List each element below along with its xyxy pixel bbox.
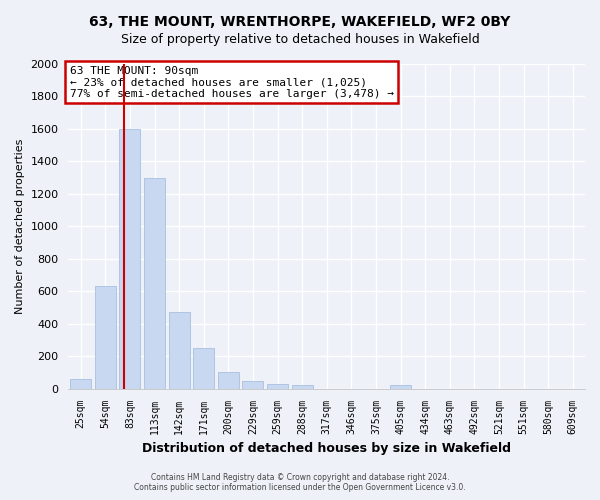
Bar [390,386,411,388]
X-axis label: Distribution of detached houses by size in Wakefield: Distribution of detached houses by size … [142,442,511,455]
Bar [95,286,116,388]
Bar [119,129,140,388]
Bar [242,380,263,388]
Text: 63, THE MOUNT, WRENTHORPE, WAKEFIELD, WF2 0BY: 63, THE MOUNT, WRENTHORPE, WAKEFIELD, WF… [89,15,511,29]
Y-axis label: Number of detached properties: Number of detached properties [15,138,25,314]
Bar [218,372,239,388]
Bar [144,178,165,388]
Text: 63 THE MOUNT: 90sqm
← 23% of detached houses are smaller (1,025)
77% of semi-det: 63 THE MOUNT: 90sqm ← 23% of detached ho… [70,66,394,99]
Bar [267,384,288,388]
Bar [193,348,214,389]
Bar [169,312,190,388]
Bar [292,386,313,388]
Bar [70,379,91,388]
Text: Contains HM Land Registry data © Crown copyright and database right 2024.
Contai: Contains HM Land Registry data © Crown c… [134,473,466,492]
Text: Size of property relative to detached houses in Wakefield: Size of property relative to detached ho… [121,32,479,46]
